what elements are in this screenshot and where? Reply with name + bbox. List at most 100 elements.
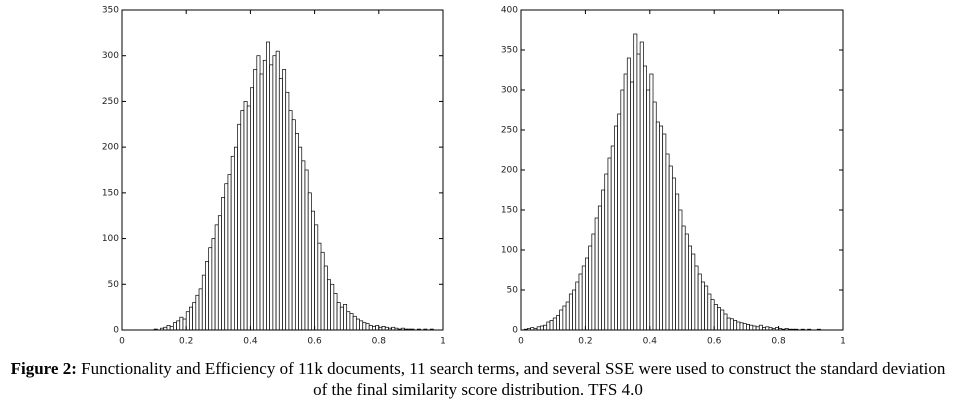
bar xyxy=(246,105,251,331)
bar xyxy=(717,307,721,331)
bar xyxy=(381,325,386,331)
y-tick-label: 150 xyxy=(102,188,119,198)
bar xyxy=(736,321,741,331)
bar xyxy=(591,233,596,331)
bar xyxy=(333,293,338,331)
y-tick-label: 100 xyxy=(501,246,518,256)
bar xyxy=(729,318,734,331)
bar xyxy=(588,245,593,331)
bar xyxy=(623,73,628,331)
bar xyxy=(543,324,548,331)
bar xyxy=(585,257,589,331)
x-tick-label: 0.8 xyxy=(771,337,786,347)
y-tick-label: 300 xyxy=(501,86,518,96)
bar xyxy=(614,125,618,331)
caption-text: Functionality and Efficiency of 11k docu… xyxy=(81,359,946,399)
bar xyxy=(221,197,226,331)
x-tick-label: 0.2 xyxy=(578,337,592,347)
bar xyxy=(272,55,277,331)
bar xyxy=(275,50,280,331)
bar xyxy=(355,318,360,331)
bar xyxy=(665,153,670,331)
bar xyxy=(726,317,731,331)
bar xyxy=(626,57,631,331)
bar xyxy=(323,265,328,331)
bar xyxy=(710,299,715,331)
bar xyxy=(549,320,554,331)
x-tick-label: 0.6 xyxy=(707,337,722,347)
bar xyxy=(707,293,712,331)
y-tick-label: 250 xyxy=(501,126,518,136)
bar xyxy=(336,302,341,331)
bar xyxy=(288,110,293,331)
bar xyxy=(607,157,612,331)
bar xyxy=(227,174,232,331)
bar xyxy=(671,177,676,331)
bar xyxy=(256,55,261,331)
caption-label: Figure 2: xyxy=(10,359,77,378)
y-tick-label: 0 xyxy=(113,326,119,336)
bar xyxy=(343,304,348,331)
bar xyxy=(362,322,367,331)
bar xyxy=(597,205,602,331)
bar xyxy=(243,101,248,331)
bar xyxy=(217,215,222,331)
bar xyxy=(575,281,580,331)
bar xyxy=(655,121,660,331)
bar xyxy=(630,81,635,331)
bar xyxy=(365,323,370,331)
y-tick-label: 50 xyxy=(108,280,120,290)
y-tick-label: 50 xyxy=(507,286,519,296)
y-tick-label: 200 xyxy=(501,166,518,176)
y-tick-label: 400 xyxy=(501,6,518,16)
bar xyxy=(250,87,254,331)
bar xyxy=(739,322,744,331)
bar xyxy=(675,193,680,331)
bar xyxy=(659,125,664,331)
bar xyxy=(192,302,197,331)
bar xyxy=(330,283,335,331)
x-tick-label: 0.8 xyxy=(372,337,387,347)
bar xyxy=(189,306,193,331)
bar xyxy=(320,251,325,331)
bar xyxy=(214,224,219,331)
bar xyxy=(346,311,351,331)
bar xyxy=(604,173,609,331)
bar xyxy=(749,324,754,331)
bar xyxy=(562,305,567,331)
bar xyxy=(684,233,689,331)
x-tick-label: 0.4 xyxy=(643,337,658,347)
bar xyxy=(610,145,615,331)
bar xyxy=(639,41,644,331)
bar xyxy=(694,265,699,331)
bar xyxy=(311,210,315,331)
y-tick-label: 200 xyxy=(102,143,119,153)
bar xyxy=(688,245,693,331)
bar xyxy=(240,110,245,331)
bar xyxy=(166,325,171,331)
x-tick-label: 0.2 xyxy=(179,337,193,347)
x-tick-label: 0 xyxy=(518,337,524,347)
bar xyxy=(208,247,213,331)
x-tick-label: 0.4 xyxy=(243,337,258,347)
bar xyxy=(339,306,344,331)
bar xyxy=(359,320,364,331)
bar xyxy=(230,155,235,331)
bar xyxy=(314,224,319,331)
y-tick-label: 150 xyxy=(501,206,518,216)
bar xyxy=(234,146,238,331)
bar xyxy=(237,123,242,331)
bar xyxy=(552,317,557,331)
bar xyxy=(301,160,306,331)
bar xyxy=(581,265,586,331)
bar xyxy=(179,316,184,331)
bar xyxy=(752,325,757,331)
x-tick-label: 1 xyxy=(840,337,846,347)
bar xyxy=(633,33,638,331)
bar xyxy=(620,89,625,331)
plot-frame xyxy=(121,9,444,331)
bar xyxy=(298,146,303,331)
caption: Figure 2: Functionality and Efficiency o… xyxy=(4,358,952,400)
y-tick-label: 350 xyxy=(501,46,518,56)
